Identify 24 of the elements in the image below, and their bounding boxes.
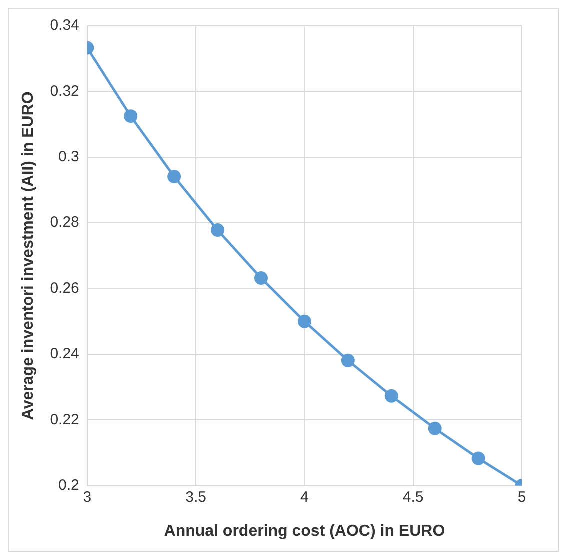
y-tick-label: 0.28 [50, 214, 80, 232]
point [341, 354, 355, 368]
x-tick-label: 3 [83, 488, 92, 506]
y-tick-label: 0.32 [50, 82, 80, 100]
y-tick-label: 0.34 [50, 17, 80, 34]
x-tick-label: 4 [300, 488, 309, 506]
x-tick-label: 5 [518, 488, 526, 506]
point [124, 110, 138, 124]
point [168, 170, 182, 184]
y-tick-label: 0.2 [58, 476, 80, 494]
x-axis-title: Annual ordering cost (AOC) in EURO [164, 522, 446, 540]
y-tick-label: 0.24 [50, 346, 80, 363]
x-tick-label: 3.5 [186, 488, 206, 506]
y-axis-title: Average inventori investment (AII) in EURO [20, 92, 38, 420]
point [384, 389, 398, 403]
y-tick-label: 0.26 [50, 280, 80, 297]
point [254, 271, 268, 285]
point [211, 224, 225, 238]
y-tick-label: 0.3 [58, 148, 80, 166]
y-tick-label: 0.22 [50, 411, 80, 428]
point [472, 452, 486, 466]
x-tick-label: 4.5 [402, 488, 424, 506]
point [298, 314, 312, 328]
point [428, 422, 442, 436]
